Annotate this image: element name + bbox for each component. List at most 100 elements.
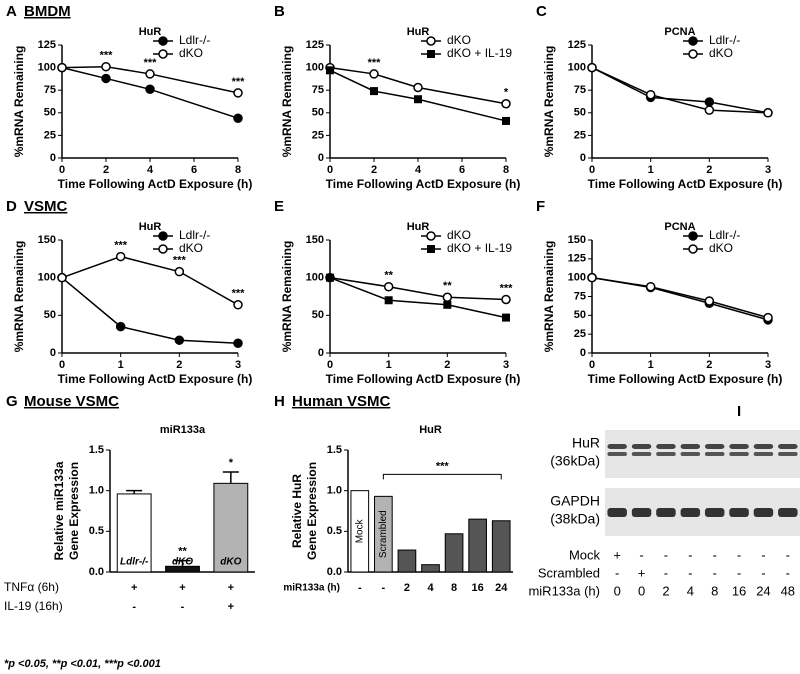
row-value: 8 bbox=[711, 583, 718, 598]
legend-label: Ldlr-/- bbox=[709, 228, 740, 242]
marker bbox=[587, 62, 597, 73]
series-line bbox=[61, 255, 239, 306]
x-tick-label: 4 bbox=[147, 164, 154, 176]
y-axis-label: %mRNA Remaining bbox=[12, 241, 26, 353]
row-value: 4 bbox=[427, 582, 434, 594]
marker bbox=[426, 36, 436, 46]
y-tick-label: 50 bbox=[44, 309, 56, 321]
marker bbox=[502, 313, 510, 322]
row-value: - bbox=[664, 565, 668, 580]
series-line bbox=[329, 276, 507, 319]
row-value: - bbox=[358, 582, 362, 594]
marker bbox=[704, 296, 715, 306]
y-axis-label: Relative HuR bbox=[290, 474, 304, 548]
y-tick-label: 125 bbox=[568, 39, 586, 51]
panel-letter: G bbox=[6, 393, 18, 410]
row-label: IL-19 (16h) bbox=[4, 599, 63, 613]
x-tick-label: Scrambled bbox=[378, 510, 389, 558]
legend-label: dKO bbox=[179, 46, 203, 60]
panel-letter: E bbox=[274, 198, 284, 215]
error-bar bbox=[222, 471, 239, 484]
marker bbox=[414, 95, 422, 104]
x-tick-label: 3 bbox=[765, 164, 771, 176]
x-tick-label: dKO bbox=[172, 557, 193, 568]
x-tick-label: 2 bbox=[103, 164, 109, 176]
annotation: ** bbox=[178, 546, 187, 558]
bracket-label: *** bbox=[436, 460, 450, 472]
marker bbox=[443, 300, 452, 309]
marker bbox=[115, 251, 126, 262]
marker bbox=[370, 87, 378, 96]
series-line bbox=[61, 66, 239, 119]
panel-letter: F bbox=[536, 198, 545, 215]
x-tick-label: 0 bbox=[59, 164, 65, 176]
y-axis-label: %mRNA Remaining bbox=[542, 241, 556, 353]
panel-letter: B bbox=[274, 3, 285, 20]
marker bbox=[233, 113, 243, 123]
blot-band bbox=[656, 444, 676, 449]
marker bbox=[384, 296, 393, 305]
y-tick-label: 50 bbox=[44, 107, 56, 119]
blot-band bbox=[680, 508, 701, 517]
section-title: Human VSMC bbox=[292, 393, 391, 410]
marker bbox=[763, 312, 773, 323]
blot-band bbox=[680, 452, 701, 456]
y-tick-label: 1.0 bbox=[327, 485, 342, 497]
y-tick-label: 125 bbox=[38, 39, 56, 51]
row-label: Mock bbox=[569, 547, 601, 562]
annotation: *** bbox=[100, 50, 114, 62]
y-tick-label: 0 bbox=[580, 347, 586, 359]
annotation: *** bbox=[368, 57, 382, 69]
bar bbox=[397, 549, 417, 573]
y-axis-label: Relative miR133a bbox=[52, 461, 66, 560]
y-tick-label: 0.5 bbox=[89, 525, 104, 537]
legend-label: dKO bbox=[179, 241, 203, 255]
x-tick-label: 2 bbox=[444, 359, 450, 371]
marker bbox=[369, 69, 379, 79]
row-value: - bbox=[664, 547, 668, 562]
row-value: + bbox=[638, 565, 646, 580]
marker bbox=[688, 49, 698, 59]
x-axis-label: Time Following ActD Exposure (h) bbox=[58, 177, 253, 191]
blot-band bbox=[656, 452, 676, 456]
x-axis-label: Time Following ActD Exposure (h) bbox=[588, 177, 783, 191]
chart-title: HuR bbox=[139, 221, 162, 233]
y-tick-label: 0.5 bbox=[327, 525, 342, 537]
row-value: 0 bbox=[614, 583, 621, 598]
marker bbox=[145, 84, 155, 95]
row-value: - bbox=[786, 565, 790, 580]
marker bbox=[145, 69, 155, 79]
row-value: 48 bbox=[781, 583, 795, 598]
legend-label: dKO bbox=[447, 33, 471, 47]
row-label: Scrambled bbox=[538, 565, 600, 580]
series-line bbox=[329, 66, 507, 105]
x-tick-label: Ldlr-/- bbox=[120, 557, 149, 568]
marker bbox=[645, 89, 656, 100]
y-tick-label: 0.0 bbox=[89, 566, 104, 578]
x-tick-label: 3 bbox=[235, 359, 241, 371]
marker bbox=[233, 338, 243, 348]
marker bbox=[427, 50, 435, 58]
panel-letter: A bbox=[6, 3, 17, 20]
x-tick-label: 1 bbox=[648, 164, 654, 176]
series-line bbox=[591, 66, 769, 114]
y-tick-label: 100 bbox=[306, 272, 324, 284]
row-value: 4 bbox=[687, 583, 694, 598]
y-tick-label: 125 bbox=[306, 39, 324, 51]
chart-title: HuR bbox=[407, 26, 430, 38]
x-axis-label: Time Following ActD Exposure (h) bbox=[58, 372, 253, 386]
row-value: - bbox=[713, 565, 717, 580]
y-tick-label: 50 bbox=[312, 107, 324, 119]
row-value: 16 bbox=[472, 582, 484, 594]
marker bbox=[688, 36, 698, 46]
y-axis-label: %mRNA Remaining bbox=[542, 46, 556, 158]
y-tick-label: 150 bbox=[568, 234, 586, 246]
series-line bbox=[329, 276, 507, 301]
row-value: 2 bbox=[404, 582, 410, 594]
row-value: 24 bbox=[495, 582, 508, 594]
footnote: *p <0.05, **p <0.01, ***p <0.001 bbox=[4, 658, 161, 670]
annotation: ** bbox=[384, 270, 393, 282]
band-label: HuR bbox=[572, 435, 600, 451]
x-tick-label: 8 bbox=[503, 164, 509, 176]
row-value: 8 bbox=[451, 582, 457, 594]
